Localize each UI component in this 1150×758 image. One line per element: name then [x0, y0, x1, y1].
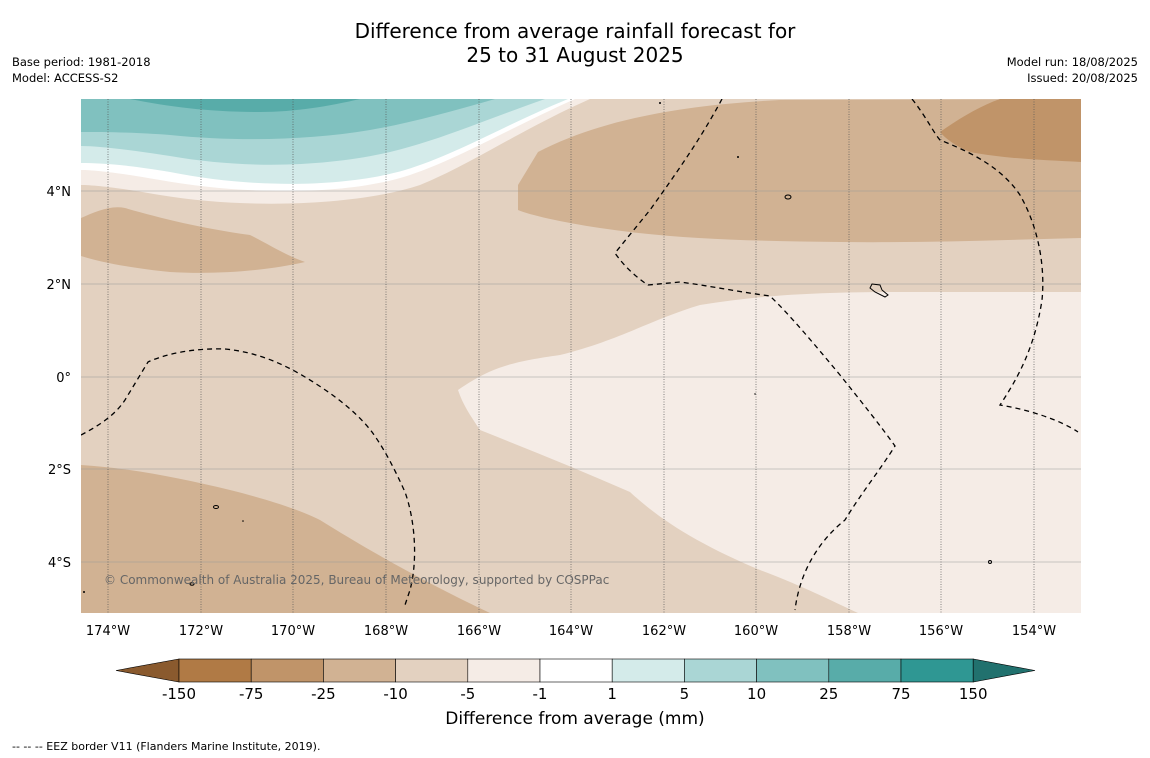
- lon-label: 162°W: [642, 624, 686, 639]
- model-text: Model: ACCESS-S2: [12, 71, 119, 85]
- colorbar-segment: [178, 658, 252, 683]
- map-title-line-1: Difference from average rainfall forecas…: [354, 19, 796, 43]
- longitude-gridlines: [107, 99, 1035, 613]
- copyright-text: © Commonwealth of Australia 2025, Bureau…: [104, 573, 609, 587]
- metadata-right: Model run: 18/08/2025 Issued: 20/08/2025: [1007, 54, 1138, 86]
- band-plus25-plus75: [81, 99, 360, 112]
- lat-label: 4°N: [47, 185, 72, 200]
- colorbar-tick-label: 5: [680, 685, 690, 703]
- island-dots: [83, 102, 756, 593]
- lat-label: 2°N: [47, 278, 72, 293]
- lon-label: 158°W: [827, 624, 871, 639]
- islands: [189, 194, 992, 586]
- colorbar-segment: [323, 658, 396, 683]
- base-period-text: Base period: 1981-2018: [12, 55, 151, 69]
- colorbar-tick-label: -75: [239, 685, 264, 703]
- colorbar-tick-label: 25: [819, 685, 838, 703]
- band-minus75-minus25: [940, 99, 1081, 162]
- colorbar-segment: [828, 658, 902, 683]
- lon-label: 170°W: [271, 624, 315, 639]
- colorbar-tick-label: -150: [162, 685, 196, 703]
- colorbar-segment: [900, 658, 974, 683]
- colorbar-extend-low: [115, 658, 180, 683]
- latitude-gridlines: [81, 190, 1081, 563]
- map-field: © Commonwealth of Australia 2025, Bureau…: [81, 99, 1081, 613]
- colorbar-segment: [467, 658, 541, 683]
- band-plus10-plus25: [81, 99, 495, 140]
- colorbar-segment: [539, 658, 613, 683]
- band-minus25-minus10-west: [81, 207, 305, 273]
- lat-label: 4°S: [48, 556, 71, 571]
- lon-label: 164°W: [549, 624, 593, 639]
- band-minus25-minus10-north: [518, 99, 1081, 243]
- latitude-labels: 4°N 2°N 0° 2°S 4°S: [47, 185, 72, 571]
- colorbar-tick-label: -10: [383, 685, 408, 703]
- lat-label: 0°: [56, 371, 71, 386]
- colorbar-segment: [395, 658, 469, 683]
- lon-label: 168°W: [364, 624, 408, 639]
- colorbar-tick-label: 75: [891, 685, 910, 703]
- colorbar-tick-label: -25: [311, 685, 336, 703]
- colorbar-tick-label: 10: [747, 685, 766, 703]
- eez-legend-text: -- -- -- EEZ border V11 (Flanders Marine…: [12, 740, 321, 753]
- colorbar-segment: [756, 658, 830, 683]
- longitude-labels: 174°W 172°W 170°W 168°W 166°W 164°W 162°…: [86, 624, 1056, 639]
- metadata-left: Base period: 1981-2018 Model: ACCESS-S2: [12, 54, 151, 86]
- band-minus25-minus10-south: [81, 465, 490, 613]
- lat-label: 2°S: [48, 463, 71, 478]
- issued-text: Issued: 20/08/2025: [1027, 71, 1138, 85]
- band-minus5-minus1-east: [458, 292, 1081, 613]
- colorbar-tick-label: -1: [533, 685, 548, 703]
- colorbar-tick-label: 1: [607, 685, 617, 703]
- map-title-line-2: 25 to 31 August 2025: [466, 43, 684, 67]
- lon-label: 160°W: [734, 624, 778, 639]
- lon-label: 166°W: [457, 624, 501, 639]
- colorbar: -150 -75 -25 -10 -5 -1 1 5 10 25 75 150: [115, 658, 1036, 703]
- lon-label: 172°W: [179, 624, 223, 639]
- colorbar-segment: [611, 658, 685, 683]
- model-run-text: Model run: 18/08/2025: [1006, 55, 1138, 69]
- lon-label: 154°W: [1012, 624, 1056, 639]
- eez-borders: [81, 99, 1079, 611]
- colorbar-segment: [684, 658, 757, 683]
- lon-label: 156°W: [919, 624, 963, 639]
- colorbar-tick-label: 150: [959, 685, 988, 703]
- colorbar-title: Difference from average (mm): [445, 709, 705, 729]
- colorbar-extend-high: [972, 658, 1036, 683]
- colorbar-segment: [250, 658, 324, 683]
- colorbar-tick-label: -5: [460, 685, 475, 703]
- lon-label: 174°W: [86, 624, 130, 639]
